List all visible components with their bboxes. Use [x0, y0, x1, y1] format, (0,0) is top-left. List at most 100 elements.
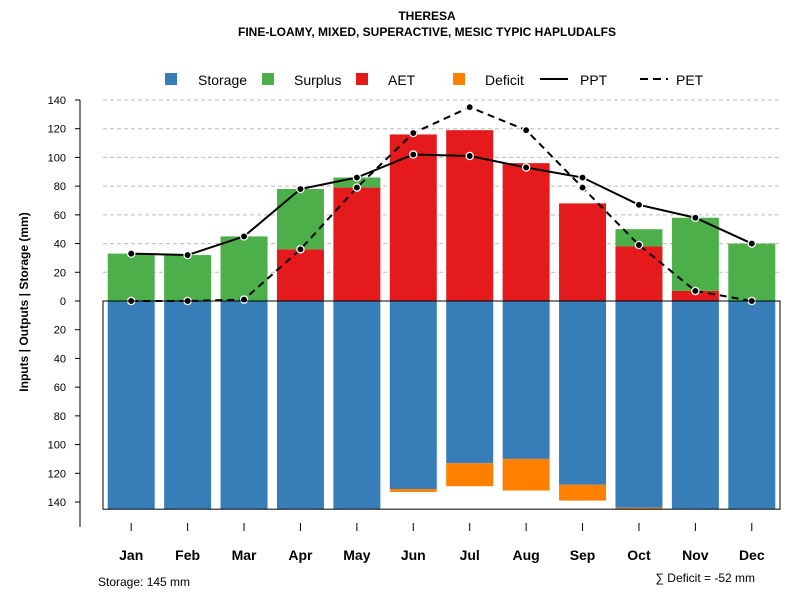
bar-storage	[333, 301, 381, 510]
point-pet	[521, 125, 531, 135]
y-tick-label: 80	[54, 181, 66, 193]
legend-swatch-deficit	[453, 73, 465, 85]
y-tick-label: 100	[48, 152, 66, 164]
x-tick-label: Oct	[627, 547, 651, 563]
bar-storage	[615, 301, 663, 508]
storage-footer: Storage: 145 mm	[98, 575, 190, 589]
bar-storage	[389, 301, 437, 490]
x-tick-label: Sep	[570, 547, 596, 563]
chart-subtitle: FINE-LOAMY, MIXED, SUPERACTIVE, MESIC TY…	[238, 25, 616, 39]
legend-label-storage: Storage	[198, 72, 247, 88]
y-tick-label: 100	[48, 440, 66, 452]
bar-aet	[671, 290, 719, 301]
point-pet	[465, 102, 474, 112]
point-ppt	[747, 239, 757, 248]
bar-deficit	[502, 458, 550, 491]
point-ppt	[409, 150, 418, 159]
bar-surplus	[728, 243, 776, 301]
x-tick-label: Nov	[682, 547, 709, 563]
bar-storage	[559, 301, 607, 485]
bar-deficit	[446, 463, 494, 487]
bar-storage	[502, 301, 550, 459]
legend-label-aet: AET	[388, 72, 416, 88]
axes: 140 120 100 80 60 40 20 0 20 40 60 80 100 120 140 Jan Fe…	[48, 95, 781, 563]
legend-label-surplus: Surplus	[294, 72, 341, 88]
y-tick-label: 40	[54, 353, 66, 365]
bar-storage	[220, 301, 268, 510]
bar-storage	[276, 301, 324, 510]
x-tick-label: Apr	[288, 547, 313, 563]
y-tick-label: 20	[54, 325, 66, 337]
bar-deficit	[559, 484, 607, 501]
bar-surplus	[671, 217, 719, 291]
bar-surplus	[276, 189, 324, 250]
x-tick-label: Mar	[232, 547, 257, 563]
bar-deficit	[389, 489, 437, 492]
point-ppt	[578, 173, 587, 182]
y-tick-label: 20	[54, 267, 66, 279]
y-tick-label: 140	[48, 497, 66, 509]
series-lines	[126, 102, 757, 306]
y-tick-label: 80	[54, 411, 66, 423]
bar-aet	[389, 134, 437, 301]
deficit-footer: ∑ Deficit = -52 mm	[655, 571, 755, 585]
x-tick-label: Feb	[175, 547, 200, 563]
y-tick-label: 60	[54, 210, 66, 222]
legend-swatch-surplus	[262, 73, 274, 85]
bar-storage	[671, 301, 719, 510]
y-tick-label: 120	[48, 124, 66, 136]
bar-deficit	[615, 507, 663, 510]
x-tick-label: Aug	[513, 547, 540, 563]
point-pet	[409, 128, 418, 138]
bar-surplus	[333, 177, 381, 188]
x-tick-label: Jun	[401, 547, 426, 563]
y-tick-label: 120	[48, 468, 66, 480]
y-tick-label: 40	[54, 239, 66, 251]
point-ppt	[296, 184, 305, 194]
point-ppt	[183, 250, 192, 260]
grid-lines	[103, 99, 780, 273]
point-ppt	[634, 200, 644, 210]
x-tick-label: Dec	[739, 547, 765, 563]
point-ppt	[352, 173, 362, 182]
line-ppt	[131, 153, 753, 257]
y-tick-label: 60	[54, 382, 66, 394]
chart-title: THERESA	[398, 9, 456, 23]
point-pet	[634, 240, 644, 250]
bar-aet	[502, 163, 550, 301]
point-pet	[239, 295, 249, 304]
point-pet	[691, 286, 700, 296]
bar-surplus	[107, 253, 155, 301]
bar-aet	[333, 187, 381, 301]
point-ppt	[691, 213, 700, 222]
legend: Storage Surplus AET Deficit PPT PET	[165, 72, 704, 88]
bar-storage	[728, 301, 776, 510]
bar-aet	[276, 249, 324, 301]
legend-label-pet: PET	[676, 72, 704, 88]
legend-label-deficit: Deficit	[485, 72, 524, 88]
bar-aet	[559, 203, 607, 301]
legend-swatch-storage	[165, 73, 177, 85]
point-ppt	[465, 151, 474, 161]
x-tick-label: Jul	[460, 547, 480, 563]
point-pet	[578, 183, 587, 192]
point-pet	[352, 183, 362, 192]
x-tick-label: Jan	[119, 547, 143, 563]
storage-frame	[102, 300, 781, 510]
legend-label-ppt: PPT	[580, 72, 608, 88]
point-ppt	[126, 249, 136, 258]
legend-swatch-aet	[356, 73, 368, 85]
bar-aet	[615, 246, 663, 301]
y-tick-label: 140	[48, 95, 66, 107]
bar-surplus	[164, 255, 212, 301]
point-ppt	[239, 232, 249, 241]
bar-surplus	[220, 236, 268, 301]
x-tick-label: May	[343, 547, 370, 563]
point-ppt	[521, 163, 531, 172]
bar-storage	[164, 301, 212, 510]
y-axis-label: Inputs | Outputs | Storage (mm)	[17, 212, 31, 391]
bars	[107, 130, 776, 510]
bar-storage	[107, 301, 155, 510]
bar-storage	[446, 301, 494, 464]
